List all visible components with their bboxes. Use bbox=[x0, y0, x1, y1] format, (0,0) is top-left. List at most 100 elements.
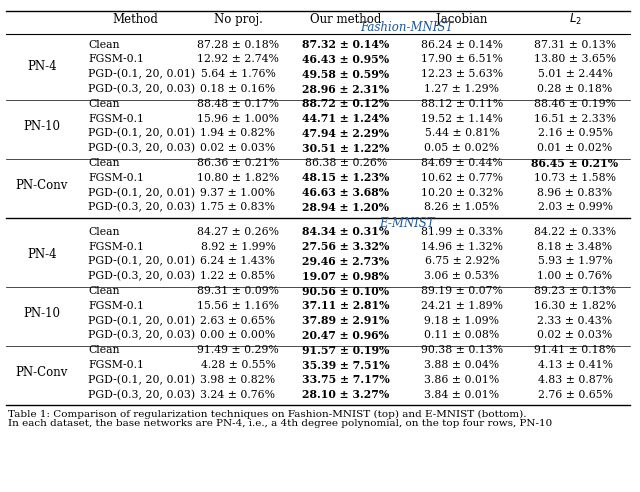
Text: PGD-(0.1, 20, 0.01): PGD-(0.1, 20, 0.01) bbox=[88, 256, 195, 267]
Text: Table 1: Comparison of regularization techniques on Fashion-MNIST (top) and E-MN: Table 1: Comparison of regularization te… bbox=[8, 410, 527, 419]
Text: 1.22 ± 0.85%: 1.22 ± 0.85% bbox=[200, 271, 276, 281]
Text: 33.75 ± 7.17%: 33.75 ± 7.17% bbox=[302, 374, 390, 385]
Text: 87.32 ± 0.14%: 87.32 ± 0.14% bbox=[302, 39, 390, 50]
Text: FGSM-0.1: FGSM-0.1 bbox=[88, 173, 144, 183]
Text: 6.75 ± 2.92%: 6.75 ± 2.92% bbox=[424, 256, 499, 267]
Text: Clean: Clean bbox=[88, 99, 120, 109]
Text: In each dataset, the base networks are PN-4, i.e., a 4th degree polynomial, on t: In each dataset, the base networks are P… bbox=[8, 419, 552, 428]
Text: 13.80 ± 3.65%: 13.80 ± 3.65% bbox=[534, 55, 616, 64]
Text: 16.30 ± 1.82%: 16.30 ± 1.82% bbox=[534, 301, 616, 311]
Text: 2.63 ± 0.65%: 2.63 ± 0.65% bbox=[200, 316, 276, 326]
Text: PN-Conv: PN-Conv bbox=[16, 179, 68, 192]
Text: PGD-(0.3, 20, 0.03): PGD-(0.3, 20, 0.03) bbox=[88, 202, 195, 213]
Text: 3.24 ± 0.76%: 3.24 ± 0.76% bbox=[200, 390, 275, 400]
Text: 5.01 ± 2.44%: 5.01 ± 2.44% bbox=[538, 69, 612, 79]
Text: PGD-(0.3, 20, 0.03): PGD-(0.3, 20, 0.03) bbox=[88, 84, 195, 94]
Text: 88.46 ± 0.19%: 88.46 ± 0.19% bbox=[534, 99, 616, 109]
Text: Clean: Clean bbox=[88, 345, 120, 355]
Text: 28.10 ± 3.27%: 28.10 ± 3.27% bbox=[302, 389, 390, 400]
Text: 0.02 ± 0.03%: 0.02 ± 0.03% bbox=[200, 143, 276, 153]
Text: Clean: Clean bbox=[88, 39, 120, 50]
Text: 17.90 ± 6.51%: 17.90 ± 6.51% bbox=[421, 55, 503, 64]
Text: 87.28 ± 0.18%: 87.28 ± 0.18% bbox=[197, 39, 279, 50]
Text: 3.86 ± 0.01%: 3.86 ± 0.01% bbox=[424, 375, 500, 385]
Text: 88.48 ± 0.17%: 88.48 ± 0.17% bbox=[197, 99, 279, 109]
Text: FGSM-0.1: FGSM-0.1 bbox=[88, 114, 144, 123]
Text: 10.20 ± 0.32%: 10.20 ± 0.32% bbox=[421, 187, 503, 198]
Text: Jacobian: Jacobian bbox=[436, 13, 488, 26]
Text: PN-4: PN-4 bbox=[27, 61, 57, 73]
Text: 46.63 ± 3.68%: 46.63 ± 3.68% bbox=[303, 187, 390, 198]
Text: 0.05 ± 0.02%: 0.05 ± 0.02% bbox=[424, 143, 500, 153]
Text: 84.34 ± 0.31%: 84.34 ± 0.31% bbox=[302, 226, 390, 237]
Text: 8.92 ± 1.99%: 8.92 ± 1.99% bbox=[200, 242, 275, 251]
Text: 90.56 ± 0.10%: 90.56 ± 0.10% bbox=[303, 285, 390, 297]
Text: 88.12 ± 0.11%: 88.12 ± 0.11% bbox=[421, 99, 503, 109]
Text: 84.27 ± 0.26%: 84.27 ± 0.26% bbox=[197, 227, 279, 237]
Text: 91.57 ± 0.19%: 91.57 ± 0.19% bbox=[302, 345, 390, 356]
Text: 3.98 ± 0.82%: 3.98 ± 0.82% bbox=[200, 375, 276, 385]
Text: Clean: Clean bbox=[88, 227, 120, 237]
Text: 35.39 ± 7.51%: 35.39 ± 7.51% bbox=[302, 360, 390, 370]
Text: 14.96 ± 1.32%: 14.96 ± 1.32% bbox=[421, 242, 503, 251]
Text: 12.92 ± 2.74%: 12.92 ± 2.74% bbox=[197, 55, 279, 64]
Text: 91.41 ± 0.18%: 91.41 ± 0.18% bbox=[534, 345, 616, 355]
Text: 5.44 ± 0.81%: 5.44 ± 0.81% bbox=[424, 128, 499, 138]
Text: 1.75 ± 0.83%: 1.75 ± 0.83% bbox=[200, 202, 275, 213]
Text: PGD-(0.1, 20, 0.01): PGD-(0.1, 20, 0.01) bbox=[88, 375, 195, 385]
Text: 0.00 ± 0.00%: 0.00 ± 0.00% bbox=[200, 331, 276, 340]
Text: 28.96 ± 2.31%: 28.96 ± 2.31% bbox=[303, 84, 390, 94]
Text: 86.36 ± 0.21%: 86.36 ± 0.21% bbox=[197, 158, 279, 168]
Text: PN-10: PN-10 bbox=[24, 120, 61, 132]
Text: 15.56 ± 1.16%: 15.56 ± 1.16% bbox=[197, 301, 279, 311]
Text: 20.47 ± 0.96%: 20.47 ± 0.96% bbox=[303, 330, 390, 341]
Text: 12.23 ± 5.63%: 12.23 ± 5.63% bbox=[421, 69, 503, 79]
Text: PGD-(0.3, 20, 0.03): PGD-(0.3, 20, 0.03) bbox=[88, 390, 195, 400]
Text: 0.02 ± 0.03%: 0.02 ± 0.03% bbox=[538, 331, 612, 340]
Text: PN-10: PN-10 bbox=[24, 307, 61, 320]
Text: 0.18 ± 0.16%: 0.18 ± 0.16% bbox=[200, 84, 276, 94]
Text: PGD-(0.3, 20, 0.03): PGD-(0.3, 20, 0.03) bbox=[88, 271, 195, 281]
Text: 10.73 ± 1.58%: 10.73 ± 1.58% bbox=[534, 173, 616, 183]
Text: FGSM-0.1: FGSM-0.1 bbox=[88, 301, 144, 311]
Text: 4.13 ± 0.41%: 4.13 ± 0.41% bbox=[538, 360, 612, 370]
Text: 2.03 ± 0.99%: 2.03 ± 0.99% bbox=[538, 202, 612, 213]
Text: Clean: Clean bbox=[88, 286, 120, 296]
Text: 90.38 ± 0.13%: 90.38 ± 0.13% bbox=[421, 345, 503, 355]
Text: $L_2$: $L_2$ bbox=[568, 12, 582, 27]
Text: Clean: Clean bbox=[88, 158, 120, 168]
Text: 1.00 ± 0.76%: 1.00 ± 0.76% bbox=[538, 271, 612, 281]
Text: 88.72 ± 0.12%: 88.72 ± 0.12% bbox=[303, 98, 390, 109]
Text: FGSM-0.1: FGSM-0.1 bbox=[88, 242, 144, 251]
Text: 81.99 ± 0.33%: 81.99 ± 0.33% bbox=[421, 227, 503, 237]
Text: 8.96 ± 0.83%: 8.96 ± 0.83% bbox=[538, 187, 612, 198]
Text: 37.89 ± 2.91%: 37.89 ± 2.91% bbox=[302, 315, 390, 326]
Text: 2.33 ± 0.43%: 2.33 ± 0.43% bbox=[538, 316, 612, 326]
Text: 1.94 ± 0.82%: 1.94 ± 0.82% bbox=[200, 128, 275, 138]
Text: 24.21 ± 1.89%: 24.21 ± 1.89% bbox=[421, 301, 503, 311]
Text: 37.11 ± 2.81%: 37.11 ± 2.81% bbox=[302, 300, 390, 311]
Text: 5.93 ± 1.97%: 5.93 ± 1.97% bbox=[538, 256, 612, 267]
Text: FGSM-0.1: FGSM-0.1 bbox=[88, 360, 144, 370]
Text: PN-Conv: PN-Conv bbox=[16, 366, 68, 379]
Text: 0.01 ± 0.02%: 0.01 ± 0.02% bbox=[538, 143, 612, 153]
Text: 46.43 ± 0.95%: 46.43 ± 0.95% bbox=[303, 54, 390, 65]
Text: 1.27 ± 1.29%: 1.27 ± 1.29% bbox=[424, 84, 499, 94]
Text: 9.18 ± 1.09%: 9.18 ± 1.09% bbox=[424, 316, 499, 326]
Text: 48.15 ± 1.23%: 48.15 ± 1.23% bbox=[302, 172, 390, 184]
Text: 91.49 ± 0.29%: 91.49 ± 0.29% bbox=[197, 345, 279, 355]
Text: 86.38 ± 0.26%: 86.38 ± 0.26% bbox=[305, 158, 387, 168]
Text: 3.84 ± 0.01%: 3.84 ± 0.01% bbox=[424, 390, 500, 400]
Text: No proj.: No proj. bbox=[214, 13, 262, 26]
Text: 10.80 ± 1.82%: 10.80 ± 1.82% bbox=[197, 173, 279, 183]
Text: 30.51 ± 1.22%: 30.51 ± 1.22% bbox=[302, 143, 390, 154]
Text: Fashion-MNIST: Fashion-MNIST bbox=[360, 21, 453, 34]
Text: 6.24 ± 1.43%: 6.24 ± 1.43% bbox=[200, 256, 275, 267]
Text: 89.23 ± 0.13%: 89.23 ± 0.13% bbox=[534, 286, 616, 296]
Text: 3.06 ± 0.53%: 3.06 ± 0.53% bbox=[424, 271, 500, 281]
Text: 4.28 ± 0.55%: 4.28 ± 0.55% bbox=[200, 360, 275, 370]
Text: 44.71 ± 1.24%: 44.71 ± 1.24% bbox=[302, 113, 390, 124]
Text: 27.56 ± 3.32%: 27.56 ± 3.32% bbox=[302, 241, 390, 252]
Text: 2.76 ± 0.65%: 2.76 ± 0.65% bbox=[538, 390, 612, 400]
Text: 28.94 ± 1.20%: 28.94 ± 1.20% bbox=[303, 202, 390, 213]
